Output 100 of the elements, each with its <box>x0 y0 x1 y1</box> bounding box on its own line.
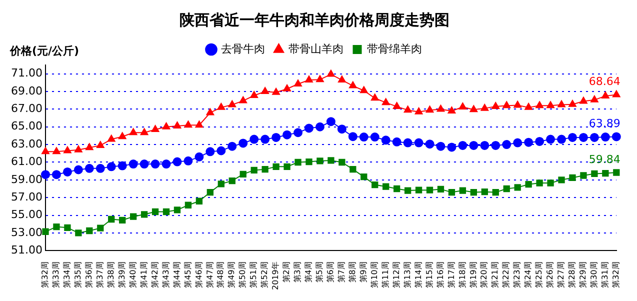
x-tick-label: 第32周 <box>611 262 620 288</box>
x-tick-label: 第37周 <box>95 262 104 288</box>
x-tick-label: 第36周 <box>84 262 94 288</box>
point <box>350 166 356 173</box>
point <box>294 80 302 87</box>
x-tick-label: 第30周 <box>590 262 599 288</box>
point <box>524 102 533 110</box>
point <box>173 121 182 128</box>
point <box>348 132 358 142</box>
point <box>337 124 346 134</box>
x-tick-label: 第18周 <box>458 262 467 288</box>
point <box>601 91 610 98</box>
y-tick-label: 67.00 <box>10 102 42 116</box>
point <box>75 230 82 236</box>
y-tick-label: 63.00 <box>10 137 42 150</box>
point <box>64 224 71 231</box>
y-tick-label: 65.00 <box>10 120 42 133</box>
point <box>514 100 522 108</box>
point <box>106 162 116 172</box>
point <box>53 223 60 230</box>
y-tick-label: 61.00 <box>10 155 42 168</box>
x-tick-label: 第11周 <box>380 262 390 288</box>
y-tick-label: 57.00 <box>10 190 42 204</box>
point <box>612 90 620 98</box>
point <box>326 70 335 77</box>
point <box>546 101 554 108</box>
point <box>459 187 466 194</box>
point <box>370 94 379 101</box>
point <box>172 157 182 166</box>
point <box>382 183 390 190</box>
x-tick-label: 第14周 <box>414 262 423 288</box>
point <box>514 184 521 191</box>
point <box>174 206 181 214</box>
x-tick-label: 第7周 <box>337 262 346 283</box>
point <box>359 132 368 142</box>
point <box>315 122 324 132</box>
point <box>448 106 456 114</box>
x-tick-label: 第5周 <box>315 262 324 283</box>
point <box>590 95 598 102</box>
x-tick-label: 第40周 <box>128 262 138 288</box>
point <box>206 188 214 196</box>
point <box>140 128 148 136</box>
x-tick-label: 第20周 <box>480 262 489 288</box>
x-tick-label: 第34周 <box>62 262 72 288</box>
point <box>52 147 60 154</box>
x-tick-label: 第32周 <box>40 262 50 288</box>
y-tick-label: 53.00 <box>10 226 42 239</box>
point <box>458 140 468 150</box>
point <box>392 137 402 146</box>
x-tick-label: 第46周 <box>194 262 204 288</box>
point <box>469 140 478 150</box>
point <box>338 76 346 83</box>
point <box>85 143 94 150</box>
point <box>600 132 610 142</box>
point <box>84 164 94 173</box>
point <box>580 172 587 179</box>
x-tick-label: 第17周 <box>446 262 456 288</box>
point <box>74 165 83 174</box>
point <box>184 156 193 166</box>
point <box>458 102 467 110</box>
point <box>326 117 336 126</box>
x-tick-label: 第28周 <box>568 262 577 288</box>
x-tick-label: 第43周 <box>161 262 170 288</box>
point <box>536 180 543 186</box>
point <box>470 188 477 196</box>
point <box>140 160 149 169</box>
x-tick-label: 第52周 <box>260 262 270 288</box>
x-tick-label: 第8周 <box>348 262 357 283</box>
point <box>370 132 380 142</box>
point <box>306 158 312 166</box>
point <box>569 174 576 182</box>
point <box>557 134 566 144</box>
point <box>40 170 50 180</box>
legend-label: 带骨绵羊肉 <box>366 42 422 56</box>
point <box>393 185 400 192</box>
point <box>591 170 598 178</box>
point <box>338 158 346 166</box>
point <box>42 147 50 154</box>
point <box>262 166 268 173</box>
point <box>360 86 368 94</box>
point <box>436 142 446 151</box>
point <box>492 188 499 196</box>
x-tick-label: 第6周 <box>326 262 336 283</box>
point <box>558 100 566 108</box>
x-tick-label: 第35周 <box>74 262 83 288</box>
point <box>372 181 378 188</box>
point <box>536 101 544 108</box>
point <box>283 84 291 92</box>
x-tick-label: 第3周 <box>293 262 302 283</box>
point <box>130 213 137 220</box>
point <box>535 136 544 146</box>
point <box>426 106 434 113</box>
point <box>447 142 456 152</box>
x-tick-label: 第48周 <box>216 262 226 288</box>
point <box>414 107 423 114</box>
x-tick-label: 第15周 <box>424 262 434 288</box>
point <box>63 146 72 154</box>
x-tick-label: 第49周 <box>227 262 236 288</box>
point <box>96 164 105 173</box>
x-tick-label: 第25周 <box>534 262 544 288</box>
